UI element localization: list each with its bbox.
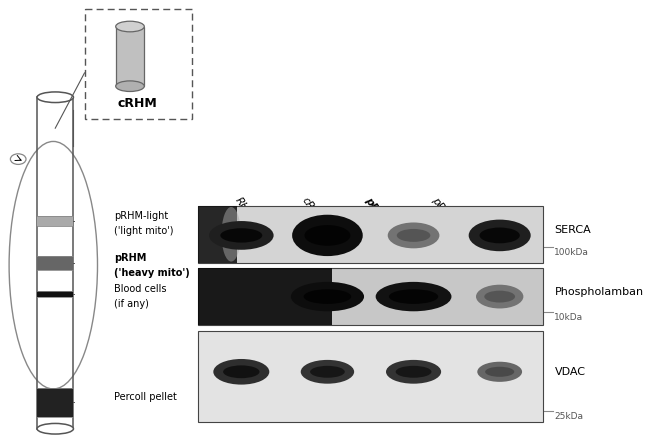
Ellipse shape (477, 362, 522, 382)
Text: SERCA: SERCA (554, 225, 592, 235)
Ellipse shape (292, 215, 363, 256)
Text: pRHM-light: pRHM-light (114, 211, 168, 221)
Ellipse shape (476, 285, 523, 309)
Text: 25kDa: 25kDa (554, 412, 584, 421)
Bar (116, 27, 144, 86)
Text: ('heavy mito'): ('heavy mito') (114, 268, 190, 278)
FancyBboxPatch shape (84, 9, 192, 119)
Text: cRHM: cRHM (300, 195, 326, 225)
Ellipse shape (396, 366, 432, 378)
Ellipse shape (291, 282, 364, 311)
Ellipse shape (223, 366, 259, 378)
Bar (198, 268, 332, 325)
Ellipse shape (469, 220, 530, 251)
Bar (198, 206, 543, 263)
Text: 100kDa: 100kDa (554, 248, 590, 257)
Text: cRHM: cRHM (118, 97, 158, 110)
Text: ('light mito'): ('light mito') (114, 226, 174, 236)
Ellipse shape (220, 228, 263, 243)
Ellipse shape (484, 291, 515, 302)
Bar (198, 268, 543, 325)
Ellipse shape (304, 225, 350, 246)
Text: (if any): (if any) (114, 299, 149, 309)
Bar (37, 388, 73, 417)
Text: VDAC: VDAC (554, 367, 586, 377)
Ellipse shape (396, 229, 430, 242)
Ellipse shape (386, 360, 441, 384)
Ellipse shape (304, 289, 351, 304)
Ellipse shape (387, 222, 439, 248)
Ellipse shape (480, 228, 520, 243)
Bar (198, 206, 237, 263)
Ellipse shape (222, 207, 241, 262)
Ellipse shape (389, 289, 438, 304)
Bar (198, 331, 543, 422)
Ellipse shape (301, 360, 354, 384)
Ellipse shape (116, 21, 144, 32)
Text: Blood cells: Blood cells (114, 284, 166, 293)
Text: pRHM-light: pRHM-light (430, 195, 471, 248)
Ellipse shape (376, 282, 452, 311)
Bar (37, 291, 73, 297)
Ellipse shape (213, 359, 269, 385)
Text: Phospholamban: Phospholamban (554, 287, 644, 297)
Ellipse shape (37, 92, 73, 103)
Bar (37, 256, 73, 270)
Ellipse shape (310, 366, 345, 378)
Ellipse shape (116, 81, 144, 91)
Text: Percoll pellet: Percoll pellet (114, 392, 177, 402)
Text: pRHM: pRHM (363, 195, 391, 229)
Ellipse shape (37, 423, 73, 434)
Text: pRHM: pRHM (114, 253, 146, 263)
Text: RHSR: RHSR (233, 195, 257, 225)
Ellipse shape (209, 221, 274, 250)
Text: 10kDa: 10kDa (554, 313, 584, 322)
Ellipse shape (485, 367, 514, 377)
Bar (37, 216, 73, 226)
